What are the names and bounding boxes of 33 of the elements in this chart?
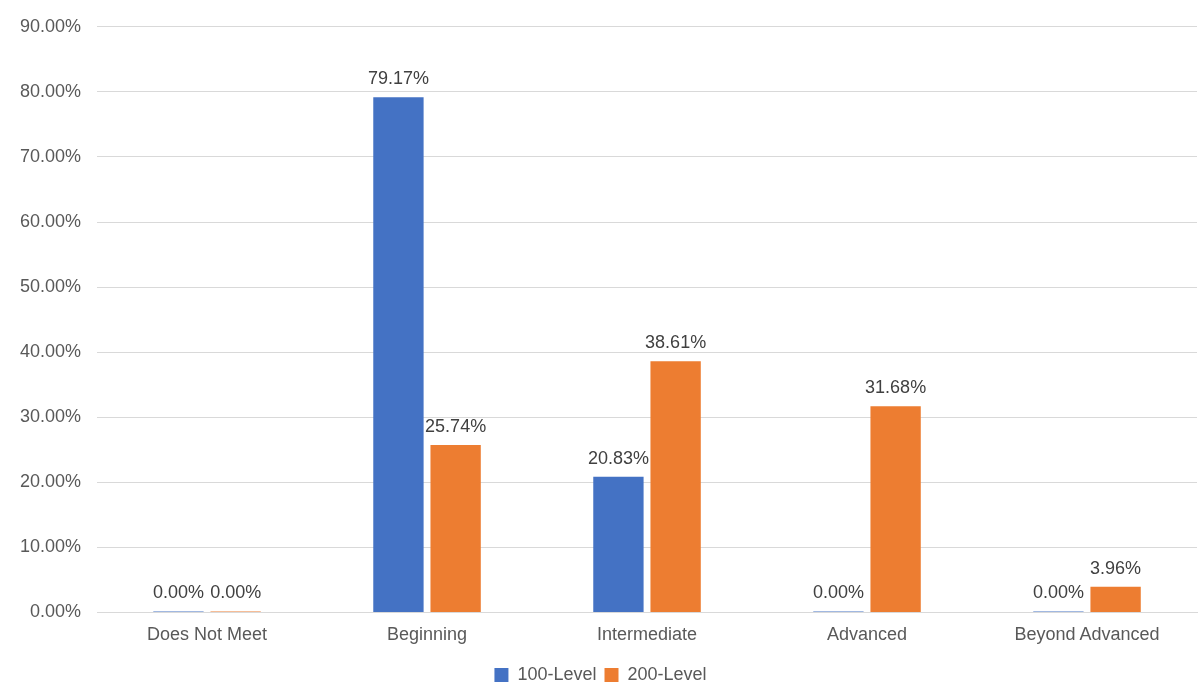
data-label: 0.00% (210, 582, 262, 603)
bar (430, 444, 481, 612)
x-tick-label: Intermediate (596, 624, 698, 645)
y-tick-label: 40.00% (19, 341, 82, 362)
bar (373, 97, 424, 612)
data-label: 0.00% (1032, 582, 1084, 603)
data-label: 38.61% (645, 332, 707, 353)
legend-label: 100-Level (517, 663, 597, 684)
data-label: 0.00% (152, 582, 204, 603)
y-tick-label: 0.00% (30, 601, 82, 622)
x-tick-label: Does Not Meet (147, 624, 268, 645)
data-label: 31.68% (865, 377, 927, 398)
legend-label: 200-Level (627, 663, 707, 684)
data-label: 25.74% (425, 415, 487, 436)
y-tick-label: 20.00% (19, 471, 82, 492)
data-label: 20.83% (587, 447, 649, 468)
bar (1090, 586, 1141, 612)
y-tick-label: 70.00% (19, 145, 82, 166)
data-label: 3.96% (1090, 557, 1142, 578)
y-tick-label: 50.00% (19, 276, 82, 297)
y-tick-label: 80.00% (19, 80, 82, 101)
y-tick-label: 60.00% (19, 210, 82, 231)
x-tick-label: Beyond Advanced (1014, 624, 1160, 645)
y-tick-label: 90.00% (19, 15, 82, 36)
y-tick-label: 30.00% (19, 406, 82, 427)
x-tick-label: Beginning (387, 624, 468, 645)
x-tick-label: Advanced (826, 624, 908, 645)
bar (650, 361, 701, 612)
bar (870, 406, 921, 612)
data-label: 0.00% (812, 582, 864, 603)
data-label: 79.17% (367, 68, 429, 89)
y-tick-label: 10.00% (19, 536, 82, 557)
bar (593, 476, 644, 612)
